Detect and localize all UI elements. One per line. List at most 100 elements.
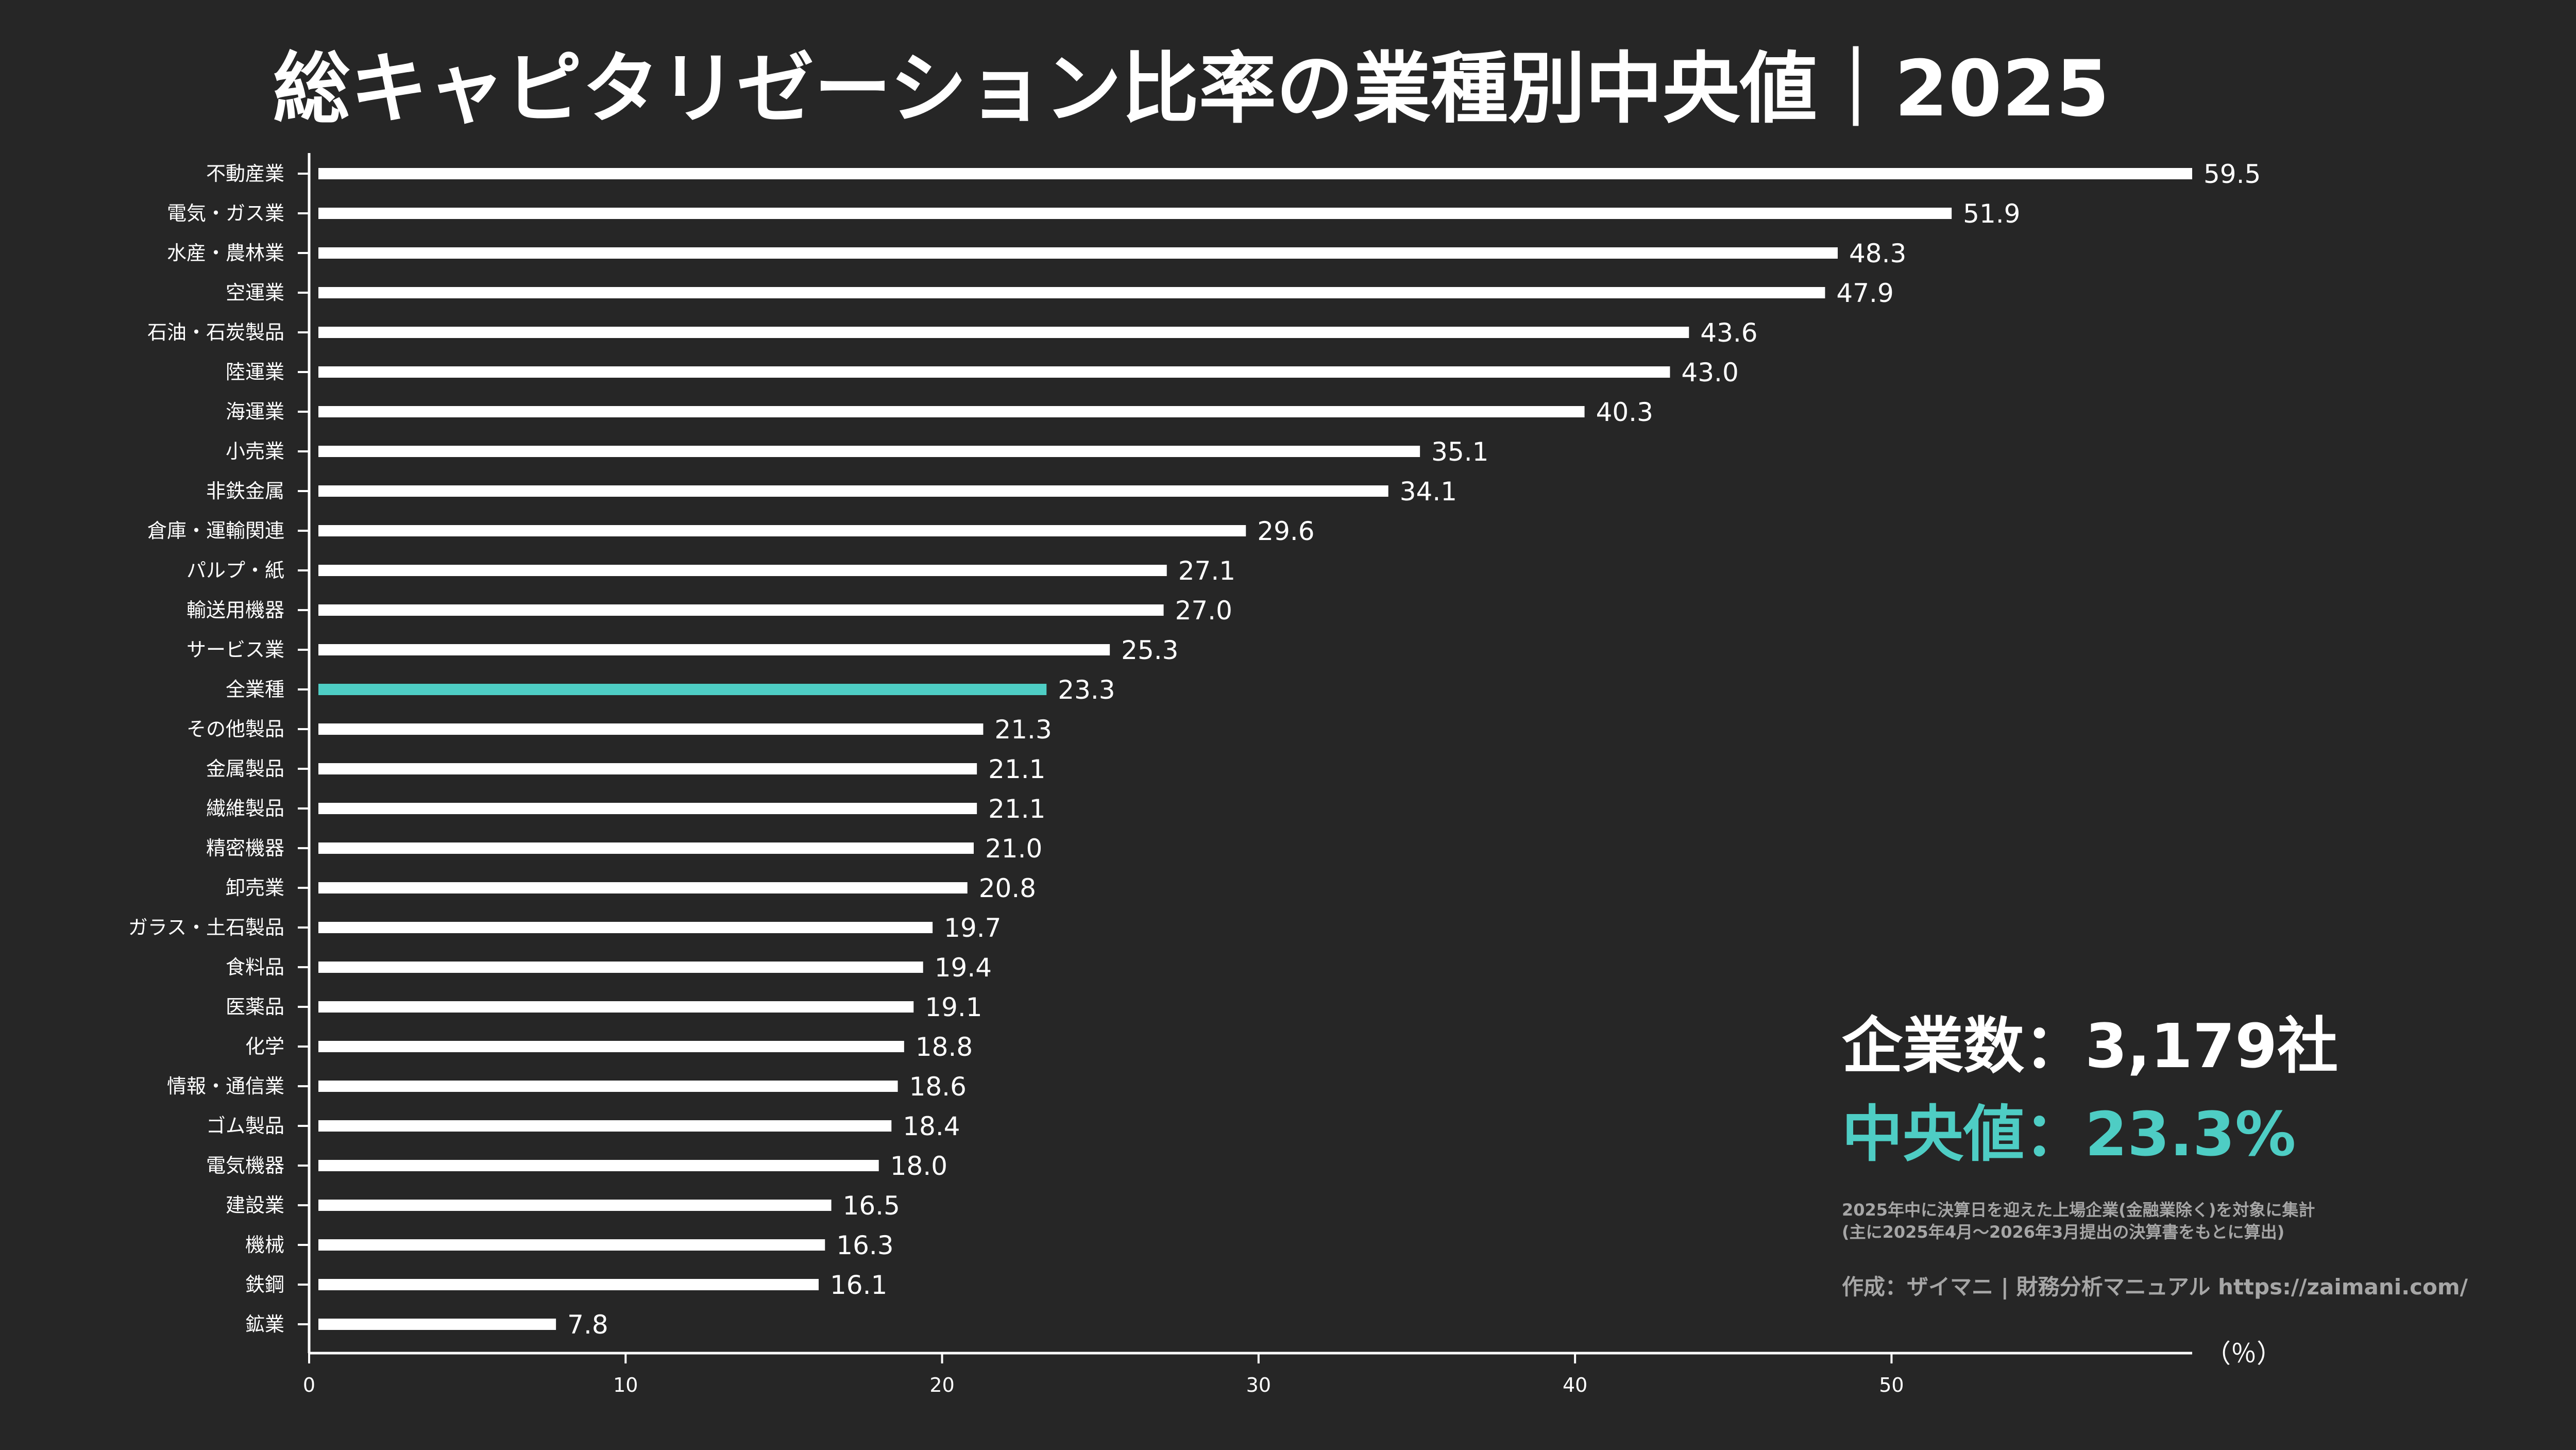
value-label: 19.4	[935, 953, 992, 983]
category-label: サービス業	[187, 638, 284, 661]
category-label: 陸運業	[226, 361, 284, 383]
bar	[318, 1120, 892, 1132]
category-label: 食料品	[226, 956, 284, 979]
value-label: 18.8	[916, 1032, 973, 1062]
x-axis-unit-label: （％）	[2205, 1339, 2282, 1369]
category-label: 電気機器	[206, 1154, 284, 1177]
bar	[318, 366, 1670, 378]
category-labels: 不動産業電気・ガス業水産・農林業空運業石油・石炭製品陸運業海運業小売業非鉄金属倉…	[128, 162, 309, 1336]
category-label: 卸売業	[226, 876, 284, 899]
bar	[318, 962, 923, 973]
value-label: 47.9	[1836, 278, 1893, 308]
company-count: 企業数：3,179社	[1842, 1010, 2338, 1082]
note-line: 2025年中に決算日を迎えた上場企業(金融業除く)を対象に集計	[1842, 1200, 2315, 1220]
bar	[318, 525, 1246, 536]
bar	[318, 763, 977, 774]
category-label: 不動産業	[206, 162, 284, 185]
value-label: 7.8	[567, 1310, 608, 1340]
value-label: 19.7	[944, 913, 1001, 943]
category-label: 金属製品	[206, 757, 284, 780]
bar	[318, 1081, 898, 1092]
notes: 2025年中に決算日を迎えた上場企業(金融業除く)を対象に集計 (主に2025年…	[1842, 1199, 2468, 1243]
value-label: 27.0	[1175, 596, 1232, 626]
value-label: 23.3	[1058, 675, 1115, 705]
bars-group	[318, 168, 2192, 1330]
category-label: ガラス・土石製品	[128, 916, 284, 939]
bar	[318, 723, 984, 735]
category-label: その他製品	[187, 718, 284, 740]
page-title: 総キャピタリゼーション比率の業種別中央値｜2025	[273, 44, 2110, 134]
bar	[318, 922, 933, 933]
category-label: 非鉄金属	[206, 480, 284, 502]
category-label: ゴム製品	[206, 1115, 284, 1137]
bar	[318, 485, 1388, 497]
bar	[318, 327, 1689, 338]
value-label: 18.6	[909, 1072, 967, 1102]
value-label: 18.0	[890, 1151, 947, 1181]
x-ticks: 0 10 20 30 40 50	[303, 1353, 1904, 1396]
bar	[318, 1319, 556, 1330]
bar	[318, 644, 1110, 655]
value-label: 21.3	[994, 715, 1052, 745]
value-label: 43.6	[1700, 318, 1757, 348]
x-tick-label: 20	[929, 1374, 954, 1396]
bar	[318, 1041, 904, 1052]
value-label: 16.5	[843, 1191, 900, 1221]
category-label: 精密機器	[206, 837, 284, 859]
x-tick-label: 30	[1246, 1374, 1271, 1396]
category-label: 機械	[245, 1234, 284, 1256]
value-label: 21.0	[985, 834, 1042, 864]
bar	[318, 882, 968, 893]
category-label: 鉱業	[245, 1313, 284, 1336]
value-labels: 59.5 51.9 48.3 47.9 43.6 43.0 40.3 35.1 34.1 29.6…	[567, 159, 2261, 1340]
value-label: 25.3	[1121, 635, 1178, 665]
bar	[318, 168, 2192, 179]
value-label: 35.1	[1431, 437, 1488, 467]
bar	[318, 406, 1585, 417]
x-tick-label: 50	[1879, 1374, 1904, 1396]
category-label: 輸送用機器	[187, 599, 284, 621]
value-label: 16.3	[836, 1230, 893, 1260]
value-label: 59.5	[2204, 159, 2261, 189]
bar	[318, 446, 1420, 457]
x-tick-label: 0	[303, 1374, 315, 1396]
bar	[318, 842, 974, 854]
category-label: 水産・農林業	[167, 242, 284, 264]
bar	[318, 208, 1952, 219]
value-label: 29.6	[1257, 516, 1314, 546]
bar	[318, 565, 1167, 576]
bar	[318, 684, 1047, 695]
value-label: 27.1	[1178, 556, 1235, 586]
credit-line: 作成：ザイマニ | 財務分析マニュアル https://zaimani.com/	[1842, 1274, 2468, 1300]
value-label: 20.8	[979, 873, 1036, 903]
category-label: 医薬品	[226, 996, 284, 1018]
category-label: 電気・ガス業	[167, 202, 284, 225]
bar	[318, 1001, 914, 1013]
bar	[318, 604, 1164, 616]
category-label: 化学	[245, 1035, 284, 1058]
category-label: 情報・通信業	[167, 1075, 284, 1098]
note-line: (主に2025年4月〜2026年3月提出の決算書をもとに算出)	[1842, 1222, 2285, 1242]
summary-panel: 企業数：3,179社 中央値：23.3% 2025年中に決算日を迎えた上場企業(…	[1842, 1002, 2468, 1301]
median-value: 中央値：23.3%	[1842, 1099, 2296, 1170]
value-label: 19.1	[925, 992, 982, 1022]
category-label: 小売業	[226, 440, 284, 463]
value-label: 21.1	[988, 794, 1045, 824]
value-label: 21.1	[988, 754, 1045, 784]
category-label: 建設業	[226, 1194, 284, 1217]
bar	[318, 1200, 832, 1211]
bar	[318, 1279, 819, 1290]
category-label: 海運業	[226, 400, 284, 423]
bar	[318, 1239, 825, 1251]
bar	[318, 803, 977, 814]
value-label: 43.0	[1681, 358, 1738, 387]
bar	[318, 287, 1825, 298]
category-label: 全業種	[226, 678, 284, 701]
bar	[318, 1160, 879, 1171]
category-label: 空運業	[226, 281, 284, 304]
category-label: 繊維製品	[206, 797, 284, 820]
category-label: 石油・石炭製品	[147, 321, 284, 344]
value-label: 16.1	[830, 1270, 887, 1300]
value-label: 40.3	[1596, 397, 1653, 427]
